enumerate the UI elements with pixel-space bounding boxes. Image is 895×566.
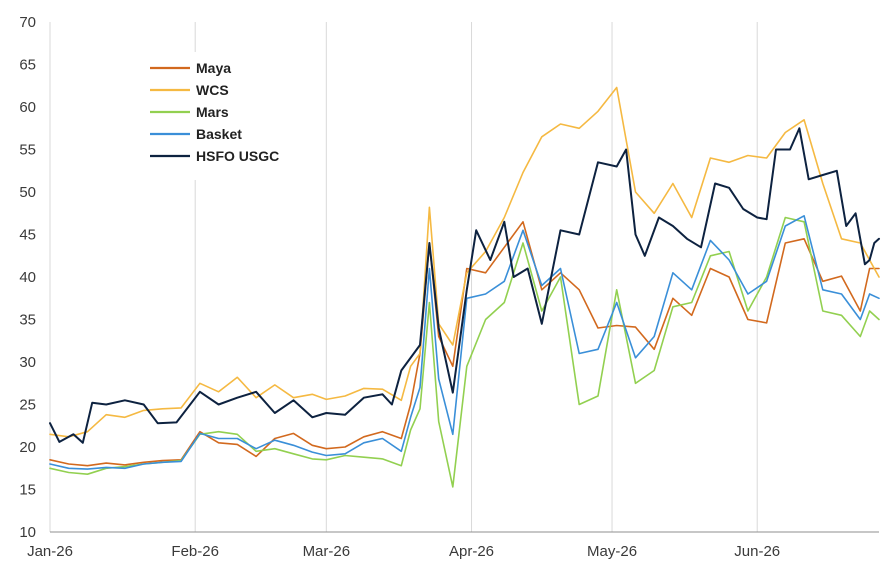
legend: Maya WCS Mars Basket HSFO USGC (140, 52, 312, 180)
y-tick-label: 70 (19, 14, 36, 31)
x-tick-label: Mar-26 (303, 543, 351, 560)
y-tick-label: 60 (19, 99, 36, 116)
x-axis-ticks: Jan-26 Feb-26 Mar-26 Apr-26 May-26 Jun-26 (27, 543, 780, 560)
legend-label: Basket (196, 126, 242, 142)
y-tick-label: 45 (19, 227, 36, 244)
y-tick-label: 35 (19, 312, 36, 329)
y-tick-label: 55 (19, 142, 36, 159)
y-tick-label: 10 (19, 524, 36, 541)
series-line-mars (49, 216, 880, 488)
legend-box (140, 52, 312, 180)
series-lines (49, 86, 880, 488)
series-line-hsfo-usgc (49, 127, 880, 444)
x-tick-label: Jun-26 (734, 543, 780, 560)
y-axis-ticks: 10 15 20 25 30 35 40 45 50 55 60 65 70 (19, 14, 36, 541)
x-tick-label: Jan-26 (27, 543, 73, 560)
x-tick-label: Feb-26 (171, 543, 219, 560)
y-tick-label: 15 (19, 482, 36, 499)
y-tick-label: 30 (19, 354, 36, 371)
y-tick-label: 40 (19, 269, 36, 286)
legend-label: WCS (196, 82, 229, 98)
y-tick-label: 50 (19, 184, 36, 201)
x-tick-label: Apr-26 (449, 543, 494, 560)
series-line-wcs (49, 86, 880, 438)
y-tick-label: 65 (19, 57, 36, 74)
legend-label: Maya (196, 60, 231, 76)
y-tick-label: 20 (19, 439, 36, 456)
legend-label: HSFO USGC (196, 148, 279, 164)
series-line-basket (49, 215, 880, 470)
x-tick-label: May-26 (587, 543, 637, 560)
legend-label: Mars (196, 104, 229, 120)
series-line-maya (49, 221, 880, 467)
y-tick-label: 25 (19, 397, 36, 414)
